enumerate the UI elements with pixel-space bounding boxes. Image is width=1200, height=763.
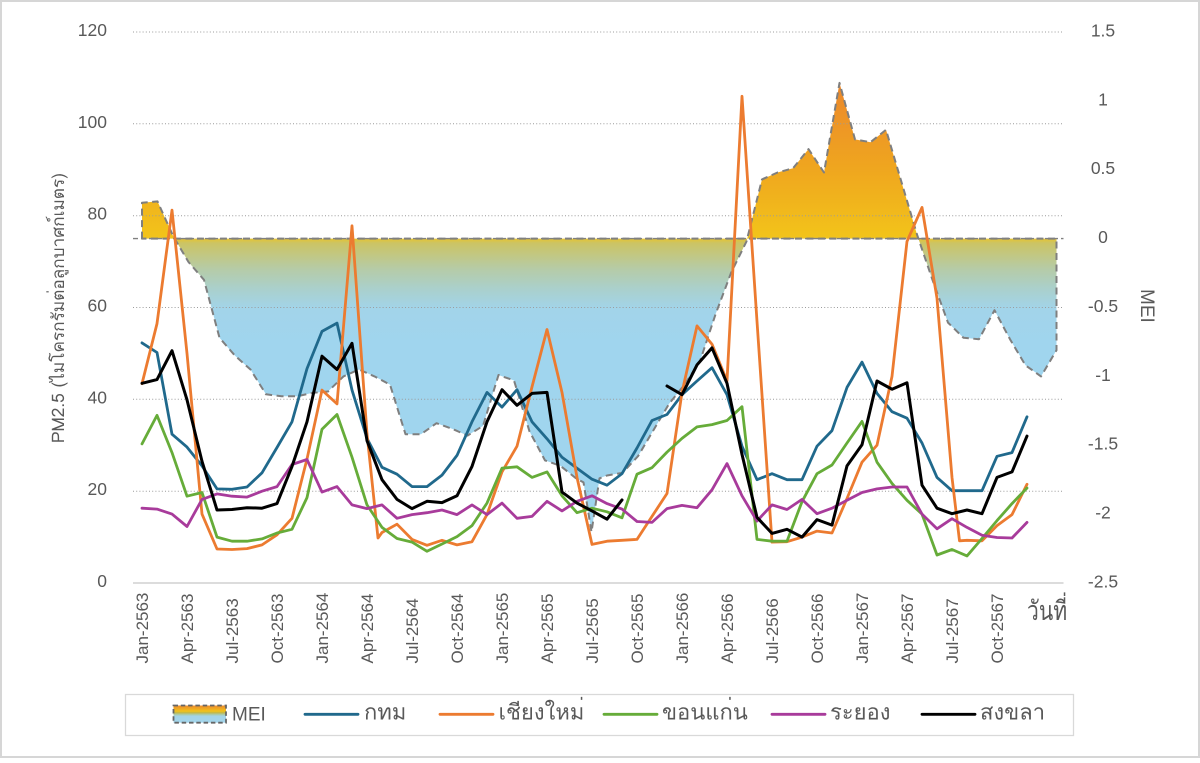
svg-text:1.5: 1.5 <box>1091 21 1115 41</box>
svg-text:Apr-2563: Apr-2563 <box>178 594 197 664</box>
svg-text:120: 120 <box>78 20 107 40</box>
svg-text:Jan-2566: Jan-2566 <box>673 593 692 664</box>
svg-text:Jan-2563: Jan-2563 <box>133 593 152 664</box>
svg-text:-2.5: -2.5 <box>1088 572 1118 592</box>
svg-text:Jul-2567: Jul-2567 <box>943 598 962 663</box>
svg-text:Jan-2565: Jan-2565 <box>493 593 512 664</box>
svg-text:Jul-2564: Jul-2564 <box>403 598 422 663</box>
svg-text:Oct-2563: Oct-2563 <box>268 594 287 664</box>
svg-text:Apr-2567: Apr-2567 <box>898 594 917 664</box>
svg-text:MEI: MEI <box>232 705 266 726</box>
svg-text:Oct-2565: Oct-2565 <box>628 594 647 664</box>
svg-text:0: 0 <box>1098 227 1108 247</box>
svg-text:Jul-2565: Jul-2565 <box>583 598 602 663</box>
svg-text:Oct-2566: Oct-2566 <box>808 594 827 664</box>
svg-text:40: 40 <box>88 387 108 407</box>
svg-text:Jul-2563: Jul-2563 <box>223 598 242 663</box>
svg-text:1: 1 <box>1098 89 1108 109</box>
svg-text:Jan-2567: Jan-2567 <box>853 593 872 664</box>
svg-text:Apr-2565: Apr-2565 <box>538 594 557 664</box>
svg-text:20: 20 <box>88 479 108 499</box>
svg-text:Apr-2566: Apr-2566 <box>718 594 737 664</box>
svg-text:-2: -2 <box>1095 503 1111 523</box>
svg-text:-1.5: -1.5 <box>1088 434 1118 454</box>
svg-text:60: 60 <box>88 296 108 316</box>
svg-text:Oct-2564: Oct-2564 <box>448 594 467 664</box>
svg-text:Apr-2564: Apr-2564 <box>358 594 377 664</box>
svg-text:0.5: 0.5 <box>1091 158 1115 178</box>
svg-text:0: 0 <box>97 571 107 591</box>
svg-text:-1: -1 <box>1095 365 1111 385</box>
svg-text:MEI: MEI <box>1136 289 1157 323</box>
svg-text:Jan-2564: Jan-2564 <box>313 593 332 664</box>
svg-text:Jul-2566: Jul-2566 <box>763 598 782 663</box>
svg-text:-0.5: -0.5 <box>1088 296 1118 316</box>
svg-text:80: 80 <box>88 204 108 224</box>
svg-text:100: 100 <box>78 112 107 132</box>
svg-text:Oct-2567: Oct-2567 <box>988 594 1007 664</box>
